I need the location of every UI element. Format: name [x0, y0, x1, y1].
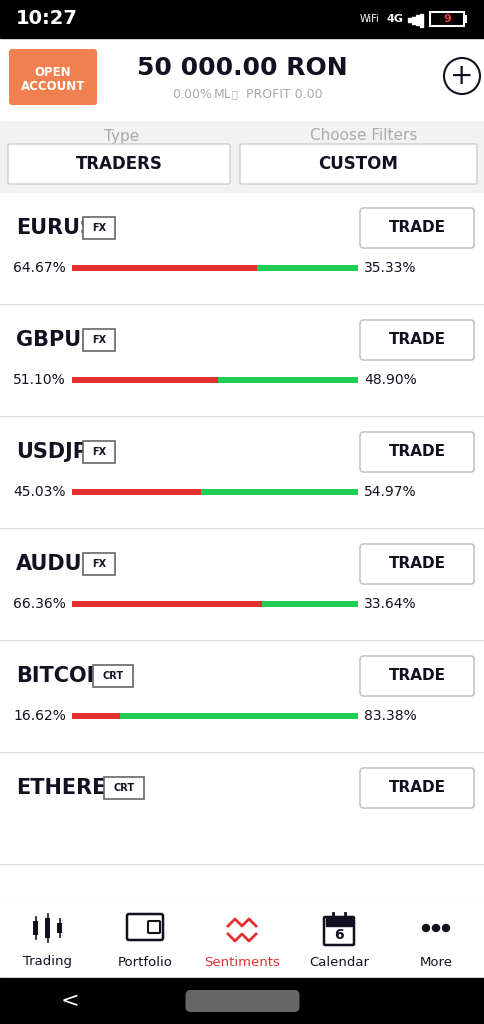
FancyBboxPatch shape: [240, 144, 476, 184]
Text: +: +: [449, 62, 473, 90]
Text: 45.03%: 45.03%: [14, 485, 66, 499]
Text: TRADERS: TRADERS: [76, 155, 162, 173]
Text: Calendar: Calendar: [308, 955, 368, 969]
Text: PROFIT 0.00: PROFIT 0.00: [245, 87, 322, 100]
Text: TRADE: TRADE: [388, 780, 445, 796]
Bar: [0, 38, 484, 120]
Bar: [45, 918, 50, 938]
Bar: [33, 921, 38, 935]
Text: BITCOIN: BITCOIN: [16, 666, 111, 686]
Text: TRADE: TRADE: [388, 333, 445, 347]
Bar: [72, 713, 119, 719]
Circle shape: [432, 925, 439, 932]
Text: ETHEREUM: ETHEREUM: [16, 778, 144, 798]
Text: 33.64%: 33.64%: [363, 597, 416, 611]
Text: ML: ML: [213, 87, 231, 100]
Text: ACCOUNT: ACCOUNT: [21, 80, 85, 92]
Text: 35.33%: 35.33%: [363, 261, 416, 275]
Text: More: More: [419, 955, 452, 969]
Text: 64.67%: 64.67%: [13, 261, 66, 275]
Text: Portfolio: Portfolio: [117, 955, 172, 969]
Bar: [0, 978, 484, 1024]
Bar: [261, 601, 357, 607]
Text: TRADE: TRADE: [388, 220, 445, 236]
Bar: [200, 489, 357, 495]
Text: TRADE: TRADE: [388, 556, 445, 571]
Text: Choose Filters: Choose Filters: [309, 128, 417, 143]
FancyBboxPatch shape: [93, 665, 133, 687]
Bar: [0, 120, 484, 193]
Bar: [218, 377, 357, 383]
FancyBboxPatch shape: [8, 144, 229, 184]
FancyBboxPatch shape: [104, 777, 143, 799]
FancyBboxPatch shape: [359, 768, 473, 808]
Bar: [58, 923, 62, 933]
Text: 48.90%: 48.90%: [363, 373, 416, 387]
Bar: [463, 15, 466, 23]
Bar: [72, 489, 200, 495]
Text: TRADE: TRADE: [388, 669, 445, 683]
Text: TRADE: TRADE: [388, 444, 445, 460]
Circle shape: [441, 925, 449, 932]
Text: CUSTOM: CUSTOM: [318, 155, 397, 173]
Bar: [415, 15, 418, 25]
Bar: [119, 713, 357, 719]
Text: WiFi: WiFi: [360, 14, 379, 24]
Bar: [72, 601, 261, 607]
Bar: [419, 13, 422, 27]
Text: 4G: 4G: [386, 14, 403, 24]
Circle shape: [422, 925, 429, 932]
Text: 6: 6: [333, 928, 343, 942]
Text: ⌵: ⌵: [231, 89, 237, 99]
Text: FX: FX: [92, 559, 106, 569]
Bar: [0, 900, 484, 978]
Bar: [0, 0, 484, 38]
FancyBboxPatch shape: [359, 544, 473, 584]
Text: CRT: CRT: [103, 671, 124, 681]
Text: 0.00%: 0.00%: [172, 87, 212, 100]
Bar: [12, 52, 94, 102]
Text: 51.10%: 51.10%: [13, 373, 66, 387]
FancyBboxPatch shape: [9, 49, 97, 105]
Text: USDJPY: USDJPY: [16, 442, 103, 462]
Text: Trading: Trading: [23, 955, 72, 969]
FancyBboxPatch shape: [359, 208, 473, 248]
FancyBboxPatch shape: [83, 441, 115, 463]
Text: 9: 9: [442, 14, 450, 24]
Text: AUDUSD: AUDUSD: [16, 554, 115, 574]
FancyBboxPatch shape: [83, 553, 115, 575]
FancyBboxPatch shape: [359, 319, 473, 360]
Text: Type: Type: [104, 128, 138, 143]
Text: CRT: CRT: [113, 783, 134, 793]
Bar: [257, 265, 357, 271]
Bar: [429, 12, 463, 26]
Bar: [411, 16, 414, 24]
FancyBboxPatch shape: [359, 432, 473, 472]
Text: FX: FX: [92, 335, 106, 345]
FancyBboxPatch shape: [83, 329, 115, 351]
Text: 10:27: 10:27: [16, 9, 78, 29]
Text: OPEN: OPEN: [35, 66, 71, 79]
Text: 54.97%: 54.97%: [363, 485, 416, 499]
Text: 50 000.00 RON: 50 000.00 RON: [136, 56, 347, 80]
Text: 66.36%: 66.36%: [13, 597, 66, 611]
FancyBboxPatch shape: [185, 990, 299, 1012]
Bar: [325, 918, 351, 926]
Text: FX: FX: [92, 223, 106, 233]
Text: 83.38%: 83.38%: [363, 709, 416, 723]
Text: GBPUSD: GBPUSD: [16, 330, 113, 350]
Bar: [72, 265, 257, 271]
Text: 16.62%: 16.62%: [13, 709, 66, 723]
Text: <: <: [60, 991, 79, 1011]
Text: FX: FX: [92, 447, 106, 457]
Text: Sentiments: Sentiments: [204, 955, 279, 969]
FancyBboxPatch shape: [359, 656, 473, 696]
FancyBboxPatch shape: [83, 217, 115, 239]
Text: EURUSD: EURUSD: [16, 218, 112, 238]
Bar: [72, 377, 218, 383]
Bar: [407, 18, 410, 22]
